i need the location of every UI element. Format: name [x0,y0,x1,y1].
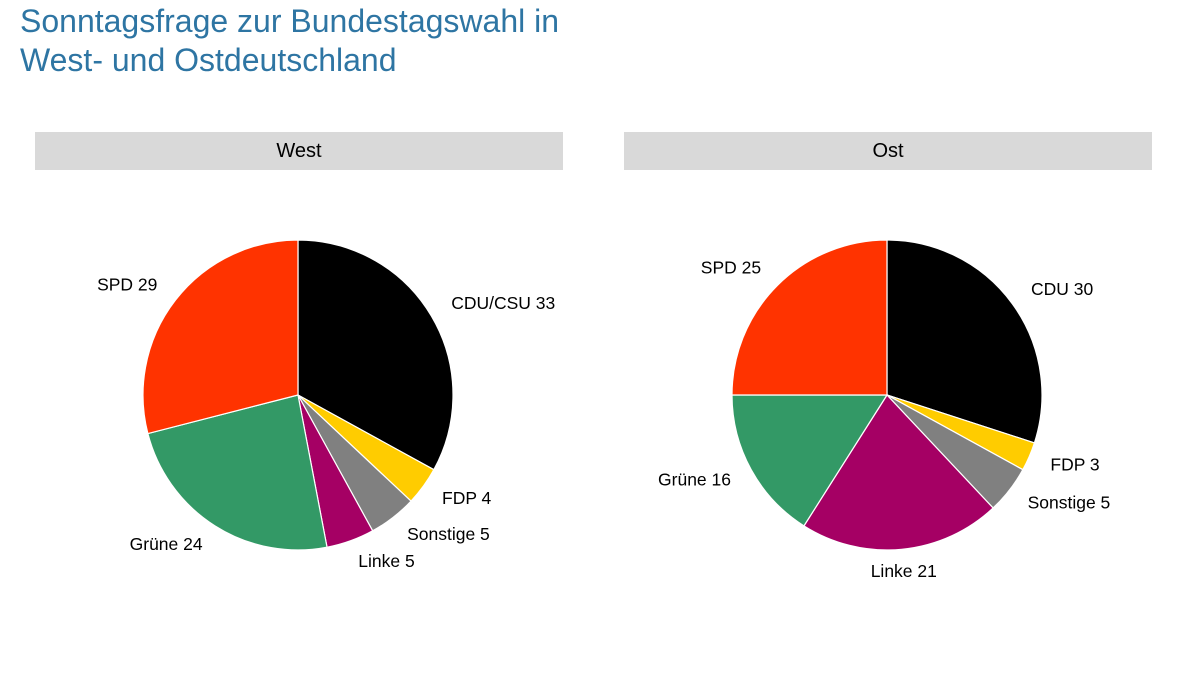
east-label-linke: Linke 21 [871,561,937,581]
east-pie-chart: CDU 30 FDP 3 Sonstige 5 Linke 21 Grüne 16 SPD… [658,239,1111,581]
west-label-fdp: FDP 4 [442,488,492,508]
east-label-fdp: FDP 3 [1050,454,1099,474]
east-slice-gruene [731,394,889,527]
west-label-spd: SPD 29 [97,275,157,295]
east-label-cdu: CDU 30 [1031,279,1094,299]
chart-title-line-1: Sonntagsfrage zur Bundestagswahl in [20,3,560,39]
east-panel-header: Ost [624,132,1152,170]
chart-title: Sonntagsfrage zur Bundestagswahl in West… [20,2,1120,80]
east-label-gruene: Grüne 16 [658,469,731,489]
east-panel: Ost CDU 30 FDP 3 Sonstige 5 Linke 21 Grüne 1… [624,132,1152,612]
east-label-sonstige: Sonstige 5 [1028,493,1111,513]
east-slice-cdu [886,239,1043,444]
west-slice-spd [142,239,299,435]
west-pie-chart: CDU/CSU 33 FDP 4 Sonstige 5 Linke 5 Grüne 24… [97,239,555,571]
east-label-spd: SPD 25 [701,258,761,278]
west-slice-cdu-csu [297,239,454,471]
west-label-sonstige: Sonstige 5 [407,524,490,544]
west-slice-gruene [147,394,328,551]
east-slice-spd [731,239,888,396]
west-label-linke: Linke 5 [358,551,414,571]
chart-title-line-2: West- und Ostdeutschland [20,42,397,78]
east-slice-linke [803,394,994,551]
west-label-cdu-csu: CDU/CSU 33 [451,293,555,313]
west-panel: West CDU/CSU 33 FDP 4 Sonstige 5 Linke 5 Grü… [35,132,563,612]
west-panel-header: West [35,132,563,170]
west-label-gruene: Grüne 24 [130,534,203,554]
